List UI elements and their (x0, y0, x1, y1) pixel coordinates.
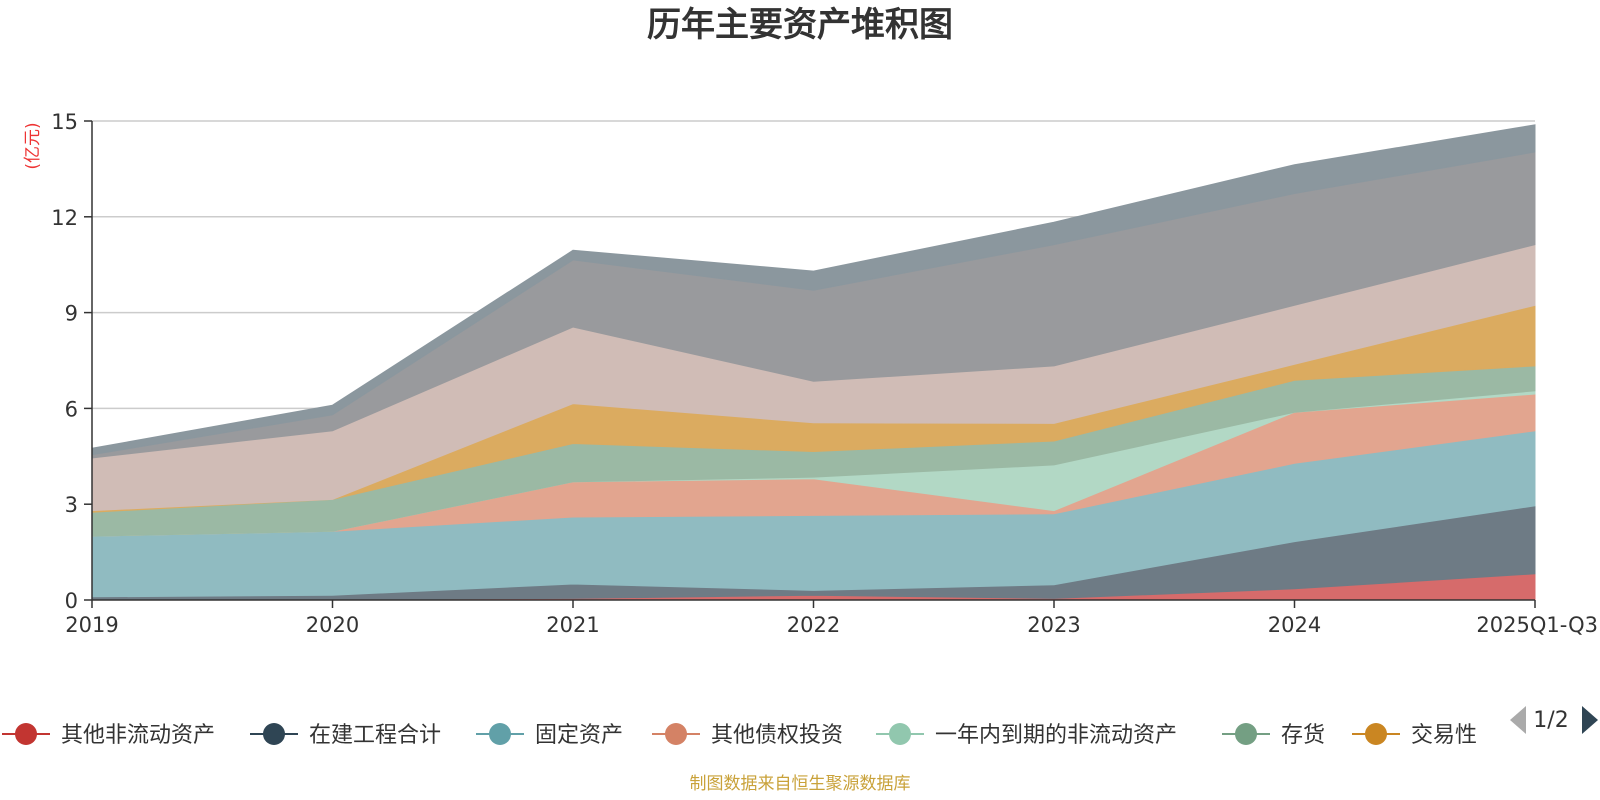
legend-label: 交易性 (1411, 723, 1477, 748)
legend-label: 固定资产 (535, 723, 623, 748)
legend-item-1[interactable]: 其他非流动资产 (2, 723, 215, 748)
legend-pager: 1/2 (1510, 706, 1598, 734)
x-tick-label-0: 2019 (65, 613, 118, 637)
legend-page-indicator: 1/2 (1533, 708, 1568, 733)
y-axis-ticks: 0 3 6 9 12 15 (51, 110, 92, 613)
legend-label: 其他债权投资 (711, 723, 843, 748)
legend-circle-icon (1235, 723, 1257, 745)
legend-prev-page-icon[interactable] (1510, 706, 1526, 734)
legend-item-2[interactable]: 在建工程合计 (250, 723, 441, 748)
data-source-note: 制图数据来自恒生聚源数据库 (690, 774, 911, 794)
area-series-10[interactable] (91, 124, 1536, 456)
legend-circle-icon (889, 723, 911, 745)
y-tick-label-5: 15 (51, 110, 78, 134)
y-tick-label-0: 0 (65, 589, 78, 613)
legend-item-3[interactable]: 固定资产 (476, 723, 623, 748)
legend-item-5[interactable]: 一年内到期的非流动资产 (876, 723, 1177, 748)
stacked-area-series (91, 124, 1536, 601)
y-tick-label-1: 3 (65, 493, 78, 517)
x-tick-label-2: 2021 (546, 613, 599, 637)
legend-circle-icon (489, 723, 511, 745)
legend-circle-icon (263, 723, 285, 745)
legend-item-6[interactable]: 存货 (1222, 723, 1325, 748)
legend-next-page-icon[interactable] (1582, 706, 1598, 734)
legend-label: 一年内到期的非流动资产 (935, 723, 1177, 748)
chart-title: 历年主要资产堆积图 (647, 5, 953, 45)
y-axis-unit-label: (亿元) (23, 122, 43, 169)
legend: 其他非流动资产 在建工程合计 固定资产 其他债权投资 一年内到期的非流动资产 存货 交易性 (2, 723, 1477, 748)
x-tick-label-6: 2025Q1-Q3 (1476, 613, 1598, 637)
y-tick-label-3: 9 (65, 302, 78, 326)
legend-label: 存货 (1281, 723, 1325, 748)
x-tick-label-1: 2020 (306, 613, 359, 637)
x-tick-label-5: 2024 (1268, 613, 1321, 637)
legend-circle-icon (15, 723, 37, 745)
legend-label: 在建工程合计 (309, 723, 441, 748)
x-axis-ticks: 2019 2020 2021 2022 2023 2024 2025Q1-Q3 (65, 600, 1598, 637)
legend-label: 其他非流动资产 (61, 723, 215, 748)
y-tick-label-2: 6 (65, 397, 78, 421)
x-tick-label-4: 2023 (1027, 613, 1080, 637)
legend-item-4[interactable]: 其他债权投资 (652, 723, 843, 748)
legend-circle-icon (1365, 723, 1387, 745)
legend-item-7[interactable]: 交易性 (1352, 723, 1477, 748)
y-tick-label-4: 12 (51, 206, 78, 230)
legend-circle-icon (665, 723, 687, 745)
x-tick-label-3: 2022 (787, 613, 840, 637)
